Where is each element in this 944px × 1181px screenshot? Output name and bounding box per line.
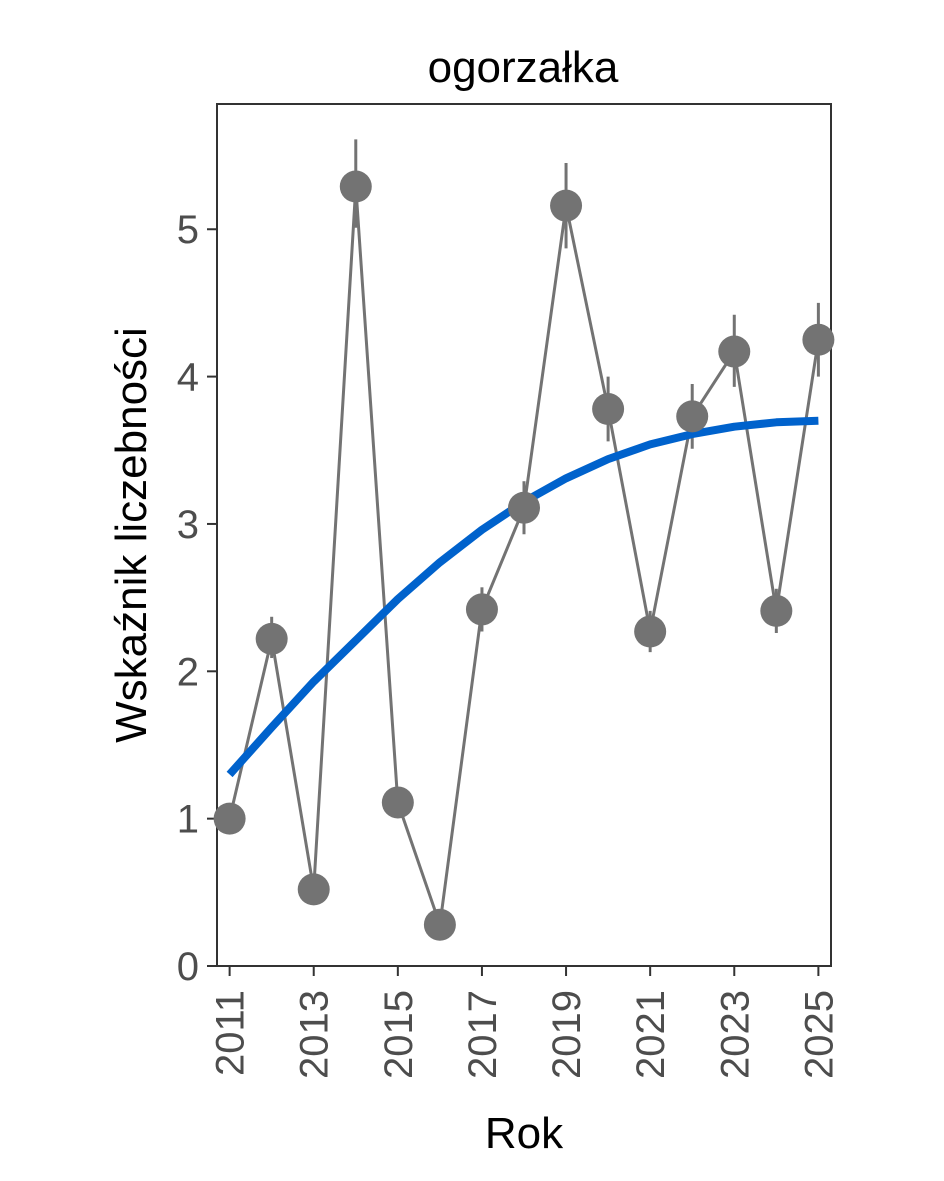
data-point — [634, 615, 667, 648]
chart-title: ogorzałka — [428, 43, 619, 92]
data-point — [297, 873, 330, 906]
data-point — [760, 594, 793, 627]
data-point — [592, 393, 625, 426]
trend-series-line — [226, 416, 819, 778]
data-point — [550, 189, 583, 222]
y-tick-label: 3 — [177, 503, 199, 547]
x-tick-label: 2023 — [713, 990, 757, 1079]
y-tick-label: 0 — [177, 945, 199, 989]
y-tick-label: 1 — [177, 798, 199, 842]
data-point — [465, 593, 498, 626]
x-axis: 2011 2013 2015 2017 2019 2021 2023 2025 — [209, 966, 841, 1079]
data-point — [339, 170, 372, 203]
y-axis-title: Wskaźnik liczebności — [107, 327, 156, 743]
y-axis: 0 1 2 3 4 5 — [177, 208, 217, 989]
error-bars — [270, 139, 820, 893]
observed-series-line — [228, 186, 820, 926]
data-point — [423, 908, 456, 941]
data-point — [802, 323, 835, 356]
data-point — [213, 802, 246, 835]
y-tick-label: 5 — [177, 208, 199, 252]
x-tick-label: 2011 — [209, 990, 253, 1076]
x-tick-label: 2017 — [461, 990, 505, 1079]
data-point — [381, 786, 414, 819]
x-tick-label: 2025 — [797, 990, 841, 1079]
x-tick-label: 2021 — [629, 990, 673, 1079]
x-axis-title: Rok — [485, 1109, 564, 1158]
x-tick-label: 2013 — [293, 990, 337, 1079]
observed-line — [228, 186, 820, 926]
y-tick-label: 4 — [177, 356, 199, 400]
data-point — [676, 400, 709, 433]
data-point — [508, 491, 540, 524]
x-tick-label: 2019 — [545, 990, 589, 1079]
data-point — [255, 622, 288, 655]
data-point — [718, 335, 751, 368]
observed-points — [213, 170, 835, 941]
plot-panel — [216, 103, 832, 967]
trend-line — [226, 416, 819, 778]
x-tick-label: 2015 — [377, 990, 421, 1079]
y-tick-label: 2 — [177, 650, 199, 694]
